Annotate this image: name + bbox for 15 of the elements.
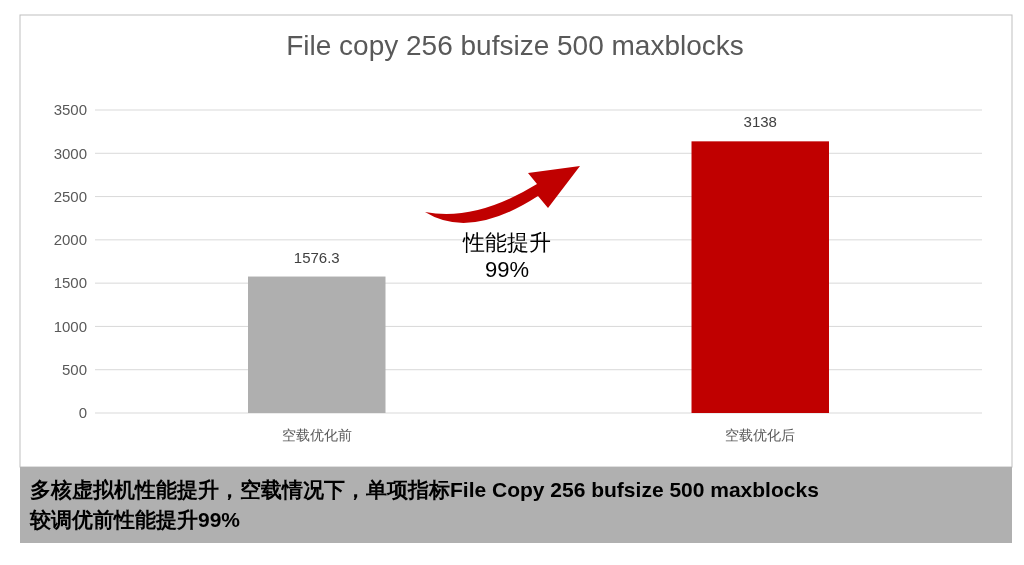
y-tick-label: 3000 (53, 144, 87, 162)
y-tick-label: 1500 (53, 274, 87, 292)
y-tick-label: 2000 (53, 231, 87, 249)
x-tick-label: 空载优化前 (281, 427, 352, 443)
x-tick-label: 空载优化后 (725, 427, 796, 443)
y-tick-label: 3500 (53, 101, 87, 119)
y-tick-label: 0 (78, 404, 87, 422)
y-tick-label: 1000 (53, 317, 87, 335)
y-tick-label: 500 (61, 360, 87, 378)
annotation: 性能提升 99% (462, 230, 551, 282)
data-label: 3138 (743, 113, 777, 131)
chart-title: File copy 256 bufsize 500 maxblocks (286, 30, 744, 61)
data-label: 1576.3 (293, 248, 340, 266)
y-tick-label: 2500 (53, 187, 87, 205)
text: 多核虚拟机性能提升，空载情况下，单项指标File Copy 256 bufsize 500 maxblocks 较调优前性能提升99% (29, 478, 819, 531)
